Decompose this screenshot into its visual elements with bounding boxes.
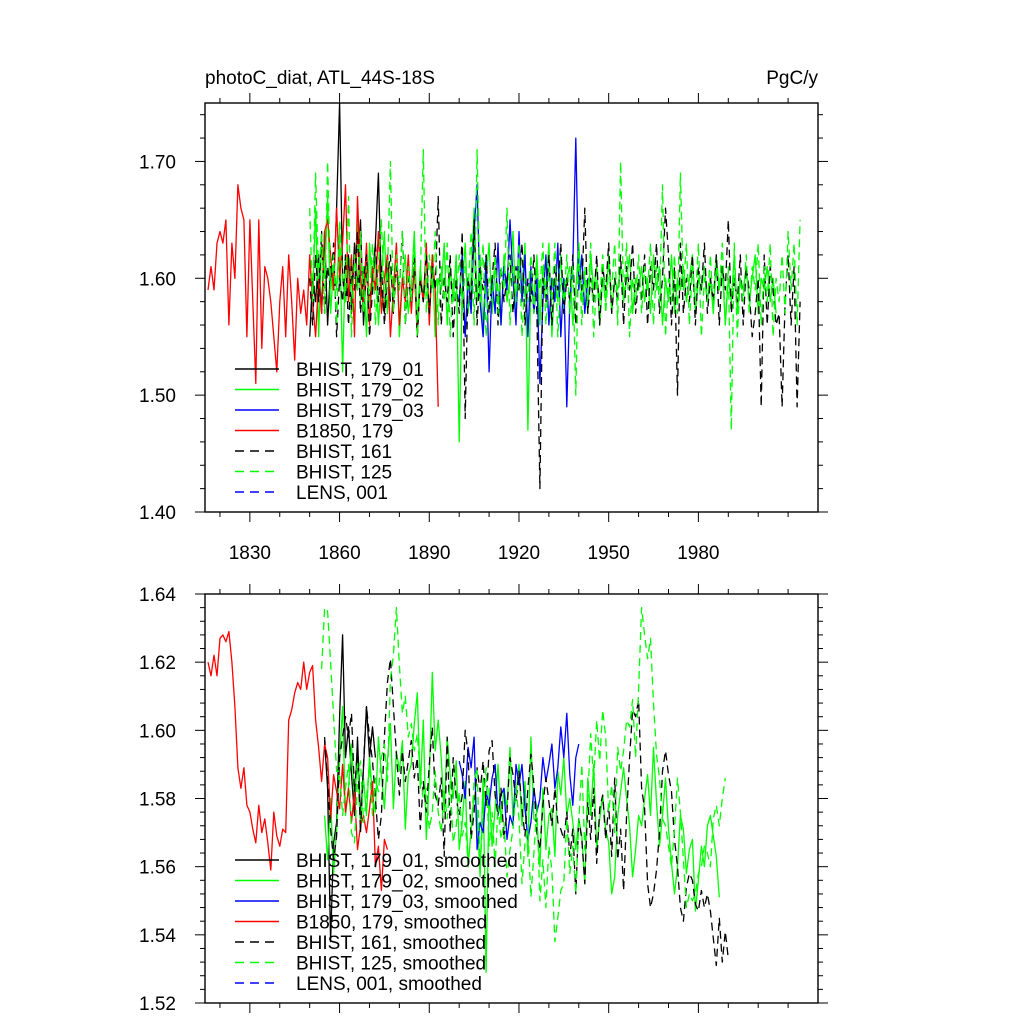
ticks-layer: 1830 1860 1890 1920 1950 1980 1.40 1.50 1.60 1.70 — [139, 93, 828, 564]
chart-title-right: PgC/y — [766, 68, 818, 89]
x-tick-label: 1890 — [408, 543, 450, 564]
x-tick-label: 1920 — [498, 543, 540, 564]
legend-label: LENS, 001, smoothed — [296, 974, 482, 995]
y-tick-label: 1.64 — [139, 585, 176, 606]
y-tick-label: 1.70 — [139, 152, 176, 173]
series-line-4 — [309, 195, 801, 490]
legend-label: BHIST, 179_03, smoothed — [296, 892, 518, 913]
legend-label: BHIST, 125, smoothed — [296, 954, 486, 975]
series-layer — [207, 606, 729, 973]
legend-label: BHIST, 161 — [296, 442, 392, 463]
x-tick-label: 1830 — [229, 543, 271, 564]
x-tick-label: 1860 — [318, 543, 360, 564]
legend-label: BHIST, 179_03 — [296, 401, 424, 422]
legend-label: B1850, 179 — [296, 422, 393, 443]
top-chart: photoC_diat, ATL_44S-18S PgC/y 1830 1860 1… — [139, 68, 828, 564]
series-line-1 — [309, 195, 777, 443]
y-tick-label: 1.58 — [139, 790, 176, 811]
series-layer — [207, 102, 801, 490]
legend-label: B1850, 179, smoothed — [296, 913, 487, 934]
y-tick-label: 1.54 — [139, 926, 176, 947]
legend-label: BHIST, 179_02 — [296, 381, 424, 402]
series-line-5 — [309, 149, 801, 431]
ticks-layer: 1.52 1.54 1.56 1.58 1.60 1.62 1.64 — [139, 584, 828, 1015]
legend-label: BHIST, 179_01, smoothed — [296, 851, 518, 872]
x-tick-label: 1950 — [588, 543, 630, 564]
series-line-3 — [207, 630, 389, 892]
y-tick-label: 1.52 — [139, 994, 176, 1015]
legend-label: LENS, 001 — [296, 483, 388, 504]
series-line-2 — [458, 712, 580, 851]
series-line-1 — [323, 671, 720, 973]
legend-label: BHIST, 179_01 — [296, 360, 424, 381]
y-tick-label: 1.60 — [139, 269, 176, 290]
y-tick-label: 1.56 — [139, 858, 176, 879]
series-line-5 — [320, 606, 726, 943]
chart-title-left: photoC_diat, ATL_44S-18S — [205, 68, 435, 89]
legend-label: BHIST, 125 — [296, 463, 392, 484]
x-tick-label: 1980 — [677, 543, 719, 564]
y-tick-label: 1.60 — [139, 721, 176, 742]
y-tick-label: 1.50 — [139, 386, 176, 407]
y-tick-label: 1.62 — [139, 653, 176, 674]
legend-label: BHIST, 161, smoothed — [296, 933, 486, 954]
bottom-chart: 1.52 1.54 1.56 1.58 1.60 1.62 1.64 BHIST, 179_… — [139, 584, 828, 1015]
legend-label: BHIST, 179_02, smoothed — [296, 872, 518, 893]
plot-frame — [204, 102, 819, 513]
y-tick-label: 1.40 — [139, 503, 176, 524]
